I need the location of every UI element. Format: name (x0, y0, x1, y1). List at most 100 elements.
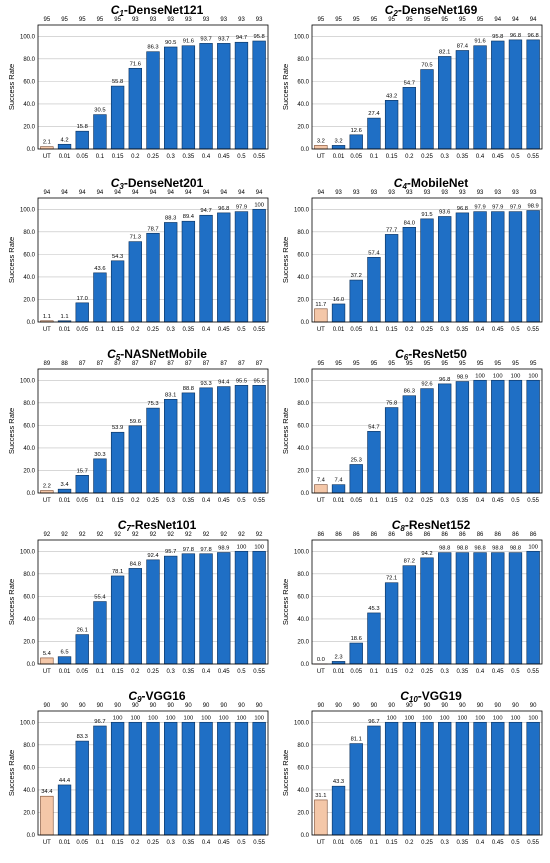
y-tick-label: 60.0 (23, 252, 35, 258)
y-tick-label: 0.0 (301, 320, 310, 326)
bar (164, 722, 177, 835)
top-count-label: 94 (220, 190, 227, 196)
data-label: 100 (237, 715, 247, 721)
top-count-label: 92 (203, 532, 210, 538)
bar (314, 485, 327, 493)
data-label: 54.3 (112, 254, 123, 260)
x-tick-label: UT (43, 154, 51, 160)
y-tick-label: 100.0 (20, 720, 36, 726)
x-tick-label: 0.35 (457, 498, 469, 504)
top-count-label: 89 (44, 361, 51, 367)
bar (491, 41, 504, 149)
top-count-label: 87 (150, 361, 157, 367)
x-tick-label: UT (43, 498, 51, 504)
y-tick-label: 100.0 (294, 720, 310, 726)
x-tick-label: 0.2 (131, 669, 140, 675)
top-count-label: 90 (97, 703, 104, 709)
x-tick-label: 0.4 (202, 327, 211, 333)
chart-title: C10-VGG19 (400, 689, 462, 704)
top-count-label: 95 (97, 17, 104, 23)
data-label: 4.2 (61, 137, 69, 143)
data-label: 100 (219, 715, 229, 721)
top-count-label: 90 (424, 703, 431, 709)
data-label: 78.7 (147, 226, 158, 232)
data-label: 44.4 (59, 778, 71, 784)
bar (235, 722, 248, 835)
data-label: 30.3 (94, 452, 105, 458)
top-count-label: 90 (530, 703, 537, 709)
y-tick-label: 80.0 (23, 230, 35, 236)
data-label: 94.7 (236, 35, 247, 41)
data-label: 100 (254, 544, 264, 550)
top-count-label: 95 (318, 361, 325, 367)
data-label: 71.6 (130, 61, 141, 67)
bar (76, 635, 89, 664)
bar (332, 786, 345, 835)
bar (368, 726, 381, 835)
top-count-label: 95 (388, 361, 395, 367)
data-label: 88.3 (165, 215, 176, 221)
x-tick-label: 0.25 (147, 498, 159, 504)
data-label: 100 (511, 715, 521, 721)
y-tick-label: 40.0 (23, 102, 35, 108)
y-tick-label: 100.0 (294, 34, 310, 40)
top-count-label: 92 (238, 532, 245, 538)
top-count-label: 95 (530, 361, 537, 367)
data-label: 12.6 (351, 128, 362, 134)
data-label: 90.5 (165, 40, 176, 46)
bar (491, 212, 504, 322)
bar (94, 273, 107, 322)
x-tick-label: UT (317, 669, 325, 675)
top-count-label: 93 (530, 190, 537, 196)
x-tick-label: 0.55 (253, 154, 265, 160)
x-tick-label: 0.35 (183, 498, 195, 504)
bar (40, 796, 53, 835)
x-tick-label: 0.55 (527, 327, 539, 333)
x-tick-label: UT (43, 327, 51, 333)
top-count-label: 95 (477, 17, 484, 23)
y-tick-label: 100.0 (20, 549, 36, 555)
top-count-label: 86 (530, 532, 537, 538)
x-tick-label: 0.35 (183, 840, 195, 846)
y-tick-label: 100.0 (294, 378, 310, 384)
data-label: 100 (458, 715, 468, 721)
data-label: 1.1 (61, 314, 69, 320)
x-tick-label: 0.5 (511, 327, 520, 333)
top-count-label: 95 (79, 17, 86, 23)
data-label: 100 (440, 715, 450, 721)
y-axis-label: Success Rate (281, 750, 290, 796)
x-tick-label: 0.01 (333, 327, 345, 333)
data-label: 53.9 (112, 425, 123, 431)
bar (421, 70, 434, 149)
x-tick-label: 0.15 (386, 669, 398, 675)
data-label: 100 (113, 715, 123, 721)
bar (217, 722, 230, 835)
bar (527, 722, 540, 835)
top-count-label: 94 (185, 190, 192, 196)
x-tick-label: 0.35 (457, 840, 469, 846)
data-label: 55.8 (112, 79, 123, 85)
top-count-label: 87 (97, 361, 104, 367)
data-label: 98.9 (457, 375, 468, 381)
y-tick-label: 100.0 (294, 207, 310, 213)
x-tick-label: 0.05 (76, 840, 88, 846)
bar (403, 87, 416, 149)
x-tick-label: 0.01 (333, 669, 345, 675)
data-label: 95.5 (236, 378, 247, 384)
x-tick-label: 0.01 (59, 840, 71, 846)
x-tick-label: 0.45 (492, 327, 504, 333)
y-tick-label: 20.0 (23, 468, 35, 474)
top-count-label: 87 (238, 361, 245, 367)
x-tick-label: 0.15 (386, 840, 398, 846)
bar (235, 385, 248, 493)
data-label: 3.4 (61, 482, 70, 488)
y-tick-label: 0.0 (27, 147, 36, 153)
x-tick-label: 0.01 (333, 498, 345, 504)
bar (385, 234, 398, 322)
y-tick-label: 0.0 (301, 147, 310, 153)
data-label: 100 (148, 715, 158, 721)
top-count-label: 86 (477, 532, 484, 538)
